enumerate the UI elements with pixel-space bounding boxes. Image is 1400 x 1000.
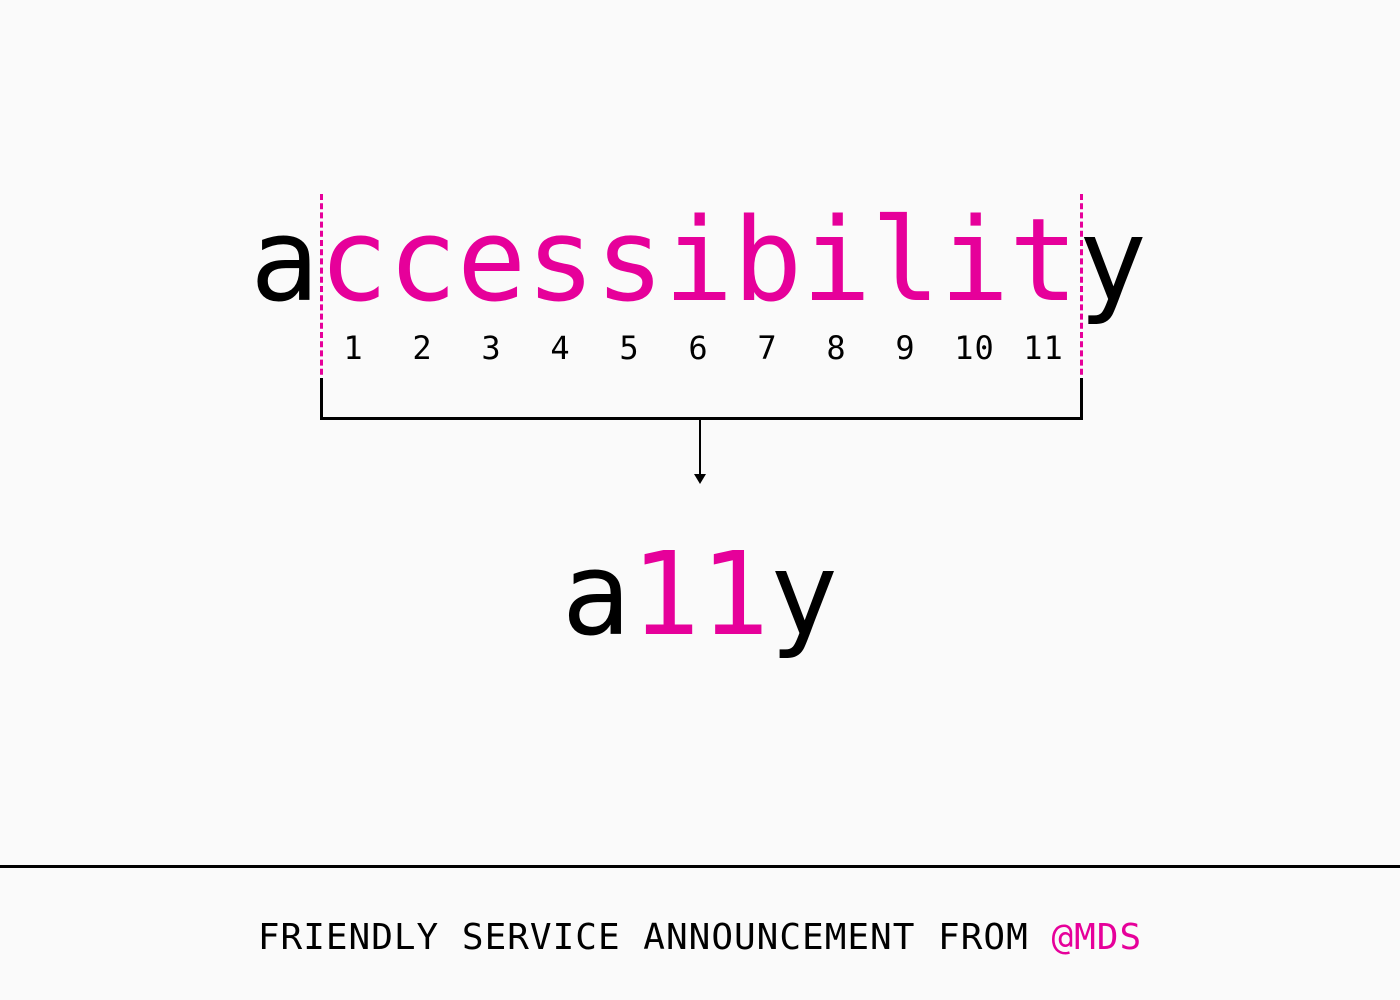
word-middle-letter: i: [802, 194, 872, 328]
arrow-shaft: [699, 419, 701, 475]
letter-index: 4: [550, 329, 571, 367]
letter-index: 10: [954, 329, 995, 367]
numeronym-first-letter: a: [561, 528, 631, 662]
bracket-right-side: [1080, 378, 1083, 420]
word-middle-letter: e: [457, 194, 527, 328]
word-middle-letter: s: [526, 194, 596, 328]
word-middle-letter: s: [595, 194, 665, 328]
left-dashed-separator: [320, 194, 323, 384]
word-last-letter: y: [1078, 194, 1148, 328]
letter-index: 1: [343, 329, 364, 367]
letter-index: 3: [481, 329, 502, 367]
footer-text: FRIENDLY SERVICE ANNOUNCEMENT FROM: [257, 917, 1029, 958]
numeronym: a11y: [0, 530, 1400, 660]
letter-index: 6: [688, 329, 709, 367]
word-middle-letter: b: [733, 194, 803, 328]
letter-index: 11: [1023, 329, 1064, 367]
letter-index-row: 1 2 3 4 5 6 7 8 9 10 11: [0, 326, 1400, 370]
word-first-letter: a: [250, 194, 320, 328]
bracket-bottom: [320, 417, 1083, 420]
bracket-left-side: [320, 378, 323, 420]
word-middle-letter: l: [871, 194, 941, 328]
word-middle-letter: i: [940, 194, 1010, 328]
numeronym-last-letter: y: [769, 528, 839, 662]
letter-index: 8: [826, 329, 847, 367]
word-middle-letter: i: [664, 194, 734, 328]
word-middle-letter: c: [319, 194, 389, 328]
letter-index: 7: [757, 329, 778, 367]
footer-handle: @MDS: [1051, 917, 1143, 958]
footer-divider: [0, 865, 1400, 868]
footer: FRIENDLY SERVICE ANNOUNCEMENT FROM @MDS: [0, 914, 1400, 962]
letter-index: 2: [412, 329, 433, 367]
numeronym-count: 11: [630, 528, 770, 662]
right-dashed-separator: [1080, 194, 1083, 384]
letter-index: 9: [895, 329, 916, 367]
word-middle-letter: c: [388, 194, 458, 328]
letter-index: 5: [619, 329, 640, 367]
word-middle-letter: t: [1009, 194, 1079, 328]
arrow-down-icon: [694, 474, 706, 484]
